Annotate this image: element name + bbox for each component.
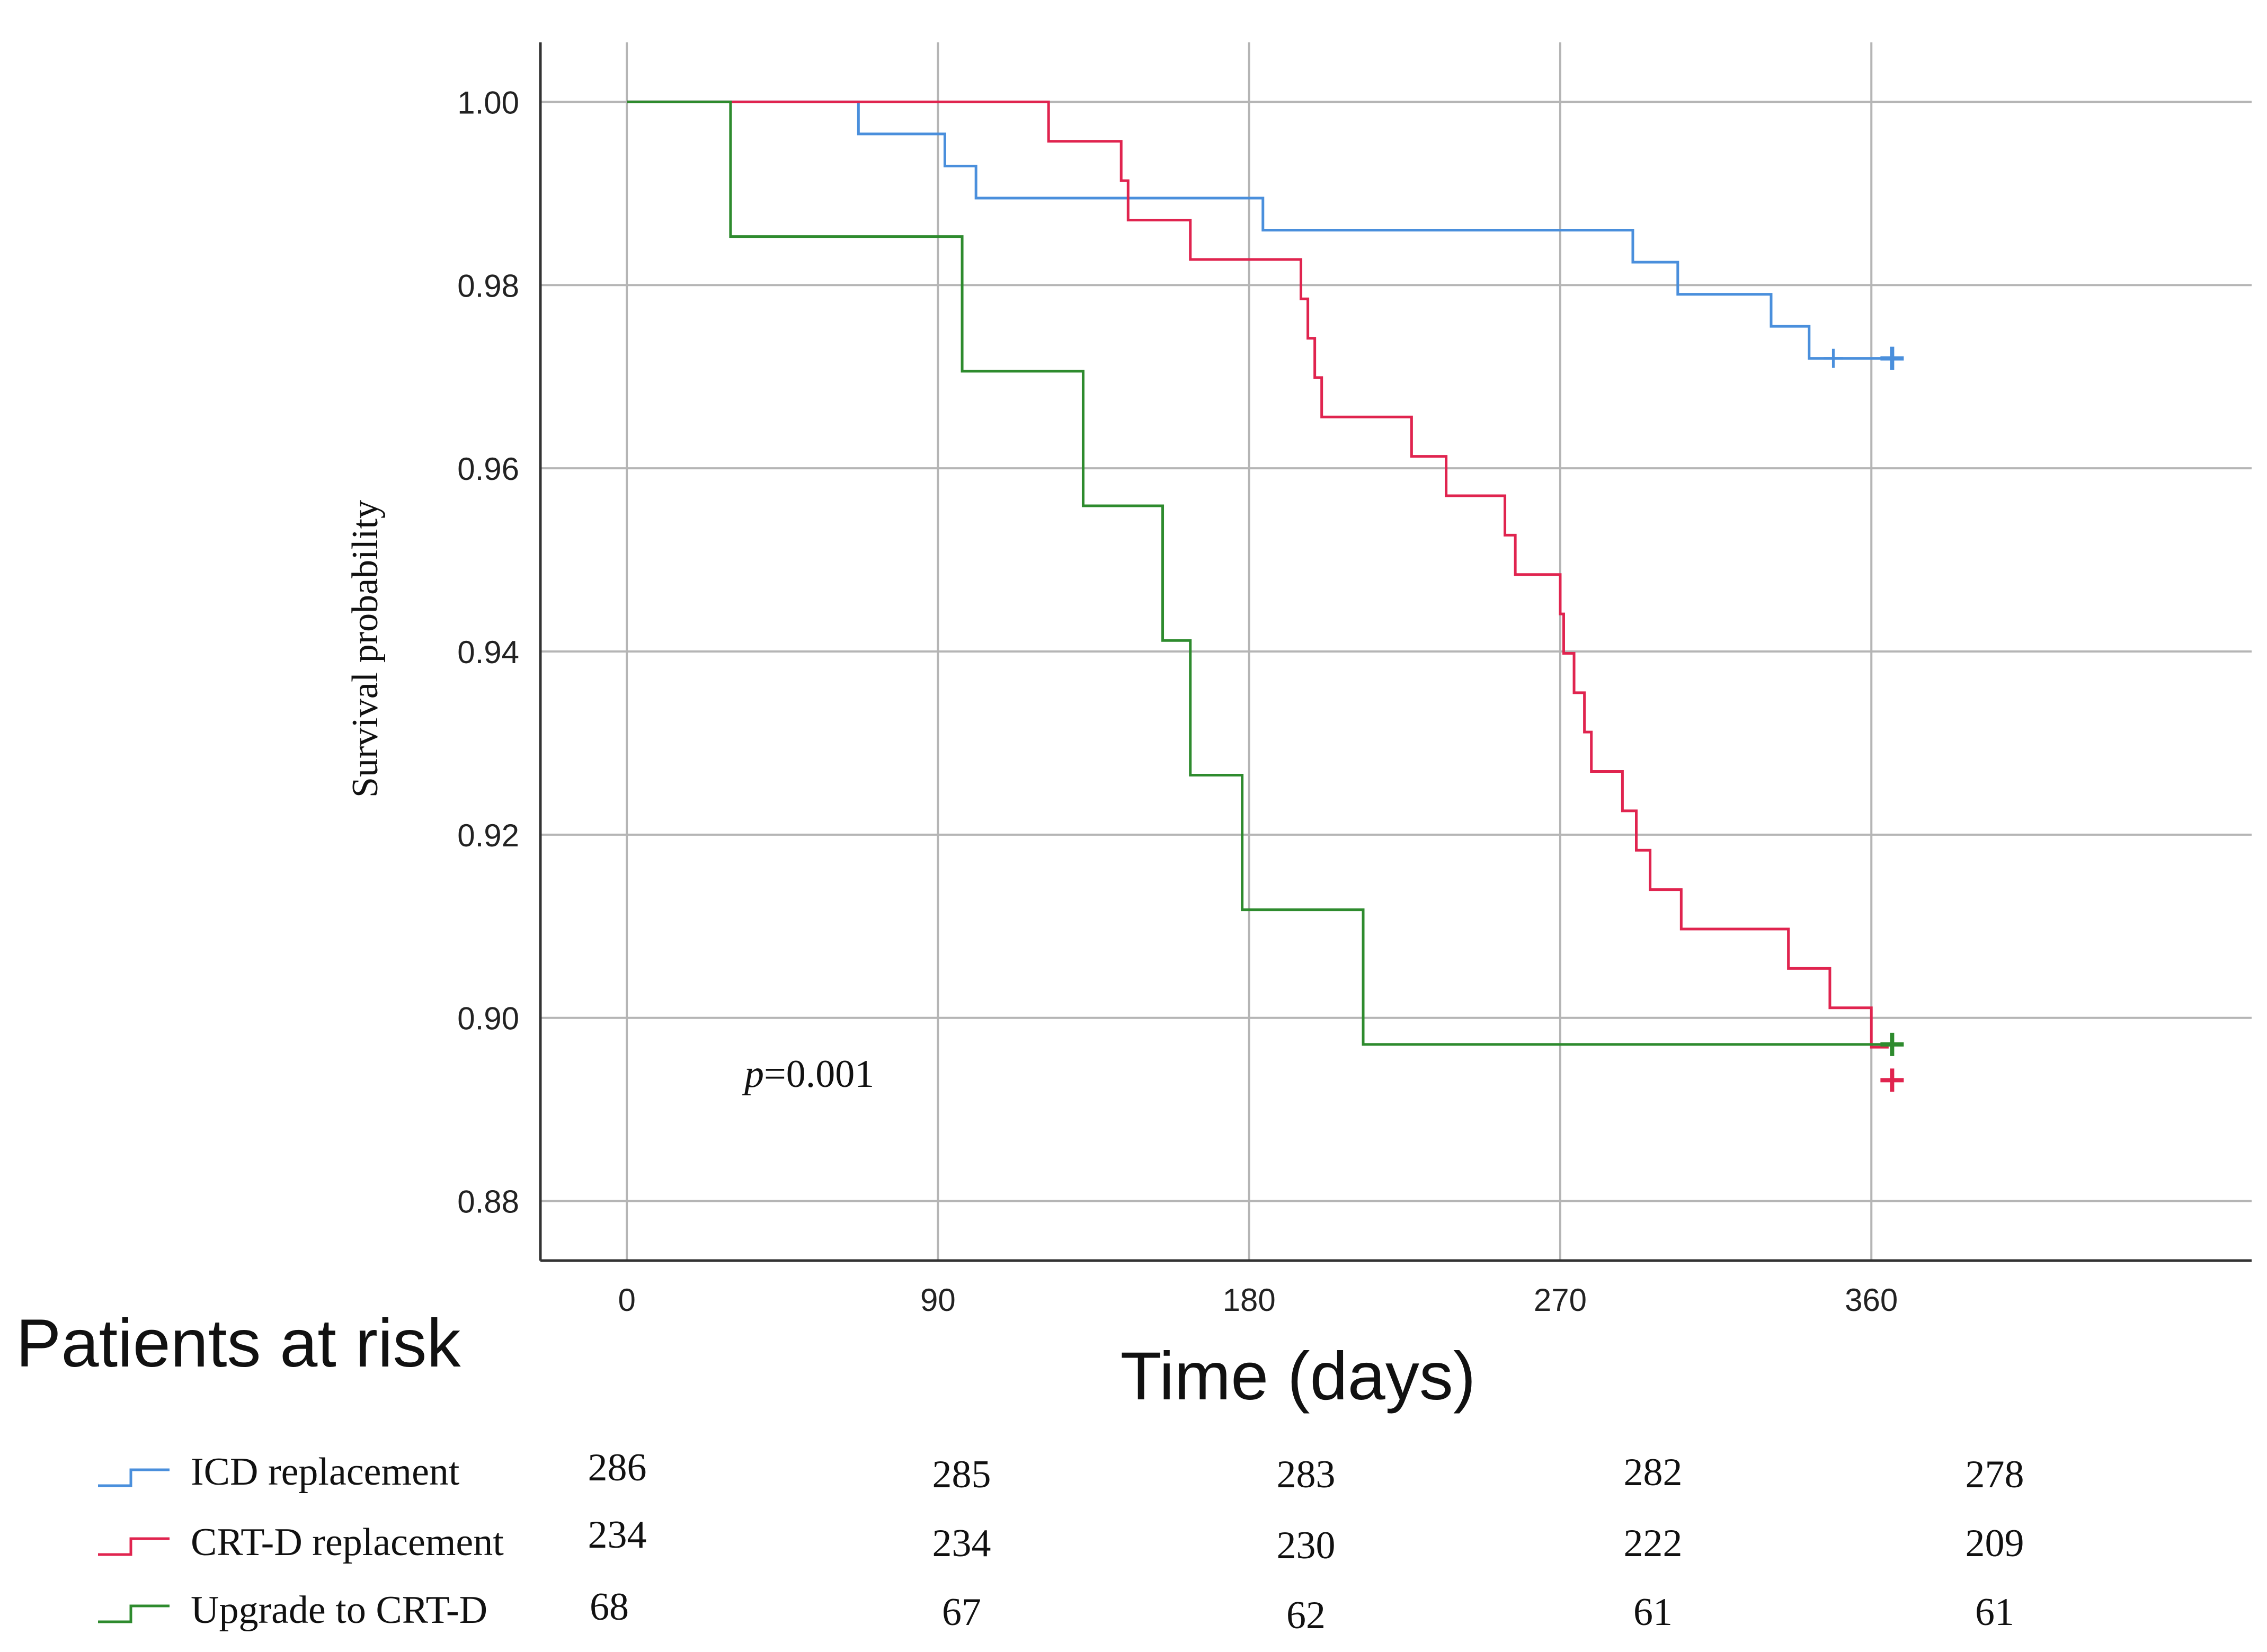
risk-value: 222 (1624, 1522, 1683, 1565)
risk-value: 61 (1975, 1591, 2014, 1634)
risk-value: 234 (932, 1522, 991, 1565)
censor-mark (1824, 349, 1843, 368)
legend-label-icd: ICD replacement (191, 1450, 460, 1494)
risk-value: 286 (588, 1446, 647, 1489)
risk-row-icd: ICD replacement 286 285 283 282 278 (98, 1446, 2024, 1496)
x-tick-label: 270 (1534, 1282, 1587, 1318)
risk-value: 283 (1277, 1453, 1336, 1496)
y-tick-label: 1.00 (457, 85, 519, 120)
survival-curves (627, 100, 1889, 1049)
y-tick-label: 0.88 (457, 1184, 519, 1220)
risk-value: 285 (932, 1453, 991, 1496)
risk-value: 67 (942, 1591, 981, 1634)
risk-row-crtd: CRT-D replacement 234 234 230 222 209 (98, 1513, 2024, 1567)
censor-mark (1880, 1068, 1904, 1092)
y-tick-labels: 0.88 0.90 0.92 0.94 0.96 0.98 1.00 (457, 85, 519, 1219)
axes (539, 42, 2252, 1262)
risk-value: 230 (1277, 1524, 1336, 1567)
risk-row-upgrade: Upgrade to CRT-D 68 67 62 61 61 (98, 1585, 2014, 1637)
survival-curve-0 (627, 100, 1889, 360)
grid-lines (540, 42, 2252, 1261)
y-tick-label: 0.98 (457, 268, 519, 303)
x-axis-label: Time (days) (1121, 1338, 1476, 1414)
censor-mark (1880, 1032, 1904, 1056)
y-tick-label: 0.94 (457, 635, 519, 670)
risk-value: 68 (590, 1585, 629, 1629)
y-axis-label: Survival probability (345, 500, 386, 798)
p-value-symbol: p (742, 1052, 764, 1096)
y-tick-label: 0.90 (457, 1001, 519, 1037)
risk-value: 62 (1286, 1594, 1326, 1637)
risk-value: 61 (1633, 1591, 1673, 1634)
legend-symbol-icd (98, 1468, 170, 1487)
x-tick-label: 0 (618, 1282, 635, 1318)
risk-value: 282 (1624, 1451, 1683, 1494)
risk-table: ICD replacement 286 285 283 282 278 CRT-… (98, 1446, 2024, 1637)
censor-marks (1824, 346, 1904, 1092)
y-tick-label: 0.96 (457, 451, 519, 487)
x-tick-label: 90 (920, 1282, 956, 1318)
survival-curve-1 (627, 100, 1889, 1049)
risk-value: 278 (1966, 1453, 2024, 1496)
risk-value: 209 (1966, 1522, 2024, 1565)
y-tick-label: 0.92 (457, 818, 519, 853)
x-tick-label: 180 (1223, 1282, 1276, 1318)
p-value-annotation: p=0.001 (742, 1052, 874, 1096)
p-value-text: =0.001 (764, 1052, 874, 1096)
x-tick-labels: 0 90 180 270 360 (618, 1282, 1898, 1318)
legend-label-upgrade: Upgrade to CRT-D (191, 1588, 487, 1632)
survival-curve-2 (627, 100, 1889, 1046)
legend-symbol-crtd (98, 1537, 170, 1556)
legend-symbol-upgrade (98, 1604, 170, 1623)
x-tick-label: 360 (1845, 1282, 1898, 1318)
legend-label-crtd: CRT-D replacement (191, 1521, 504, 1564)
censor-mark (1880, 346, 1904, 370)
risk-value: 234 (588, 1513, 647, 1557)
risk-table-title: Patients at risk (16, 1306, 461, 1381)
